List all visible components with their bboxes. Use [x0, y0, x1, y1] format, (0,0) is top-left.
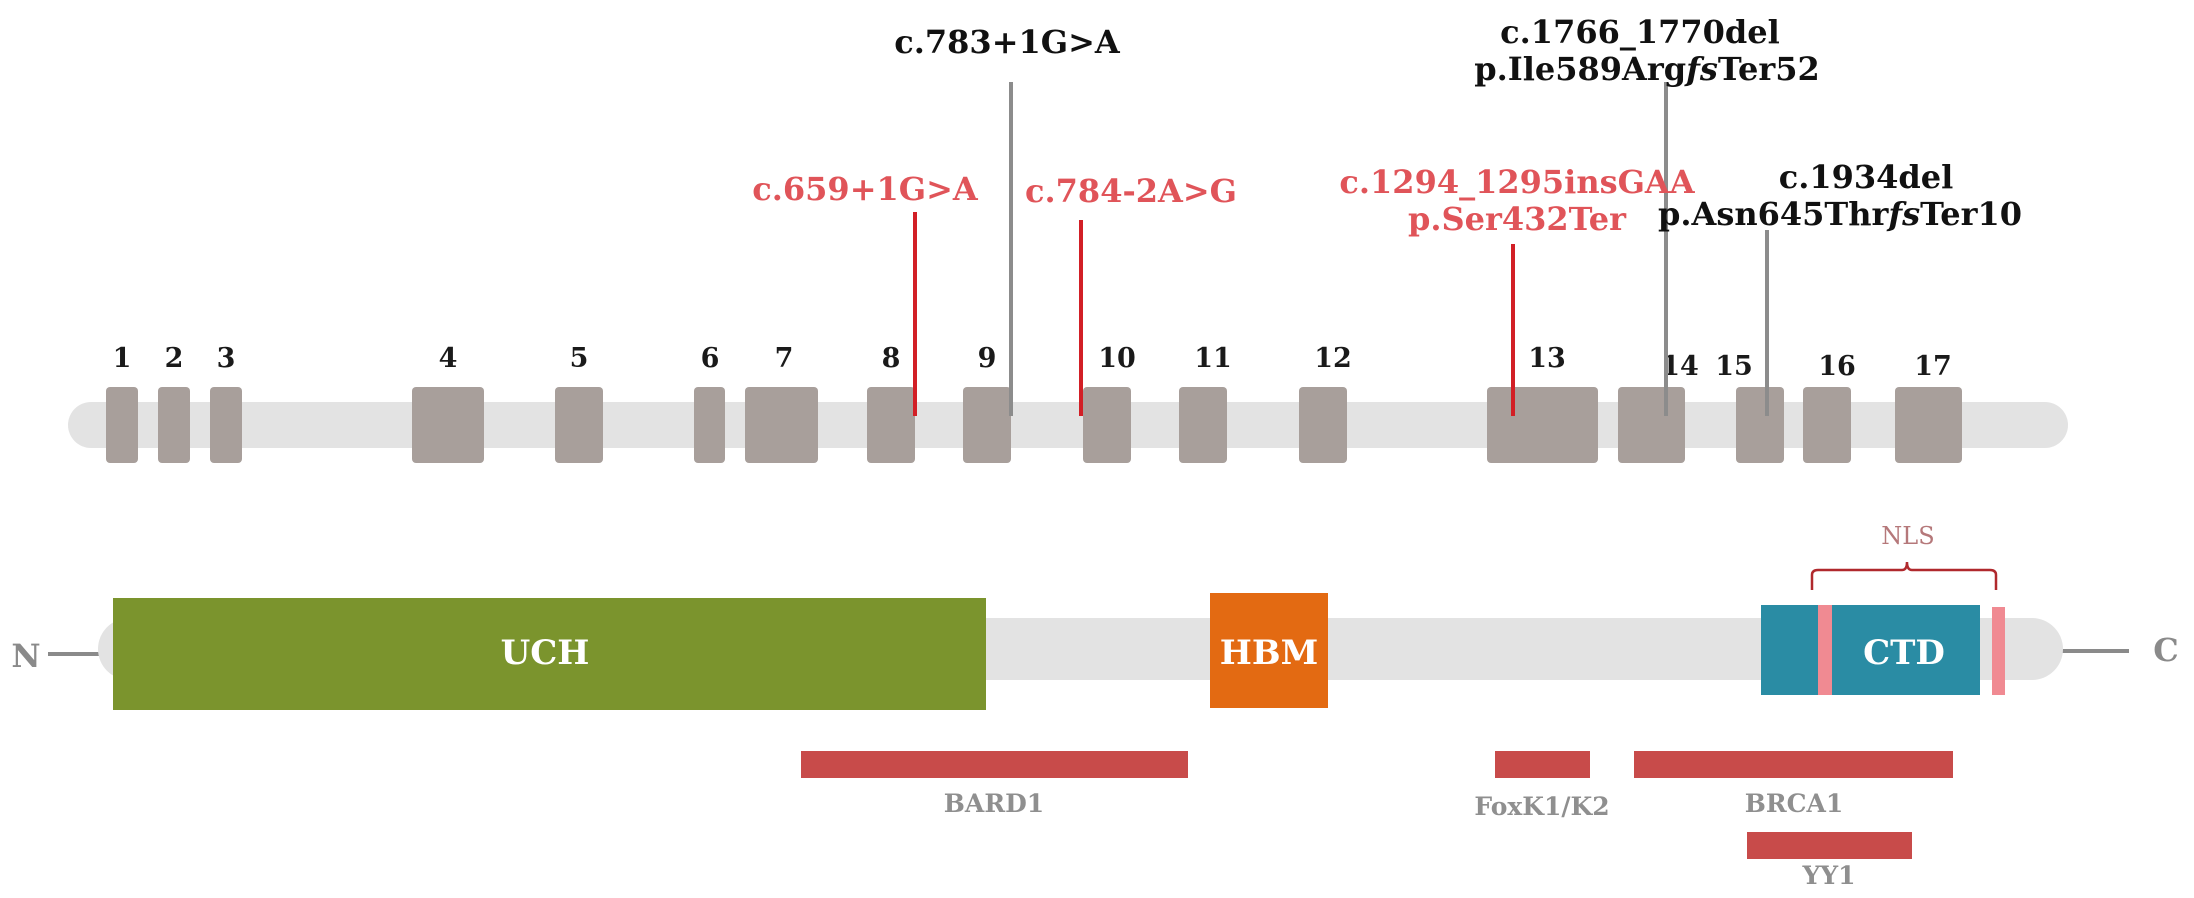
mutations: c.659+1G>A c.783+1G>A c.784-2A>G c.1294_…	[752, 13, 2022, 416]
mutation-label-c784: c.784-2A>G	[1025, 172, 1237, 210]
exon-blocks	[106, 387, 1962, 463]
exon-number-2: 2	[165, 343, 184, 374]
mutation-label-c1294-cdna: c.1294_1295insGAA	[1339, 163, 1695, 201]
exon-number-13: 13	[1528, 343, 1566, 374]
nls-mark-2	[1992, 607, 2005, 695]
mutation-c1934-protein-prefix: p.Asn645Thr	[1658, 195, 1890, 233]
exon-12	[1299, 387, 1347, 463]
exon-17	[1895, 387, 1962, 463]
foxk-region-label: FoxK1/K2	[1474, 792, 1609, 821]
exon-1	[106, 387, 138, 463]
exon-16	[1803, 387, 1851, 463]
exon-number-1: 1	[113, 343, 132, 374]
hbm-domain	[1210, 593, 1328, 708]
protein-structure: N C UCH HBM CTD NLS	[11, 522, 2179, 710]
exon-2	[158, 387, 190, 463]
uch-domain	[113, 598, 986, 710]
exon-8	[867, 387, 915, 463]
foxk-region-bar	[1495, 751, 1590, 778]
exon-number-17: 17	[1914, 351, 1952, 382]
exon-number-11: 11	[1194, 343, 1232, 374]
exon-14	[1618, 387, 1685, 463]
hbm-domain-label: HBM	[1220, 633, 1319, 673]
exon-number-6: 6	[701, 343, 720, 374]
exon-number-12: 12	[1314, 343, 1352, 374]
exon-number-7: 7	[775, 343, 794, 374]
ctd-domain	[1761, 605, 1980, 695]
mutation-label-c1294-protein: p.Ser432Ter	[1408, 200, 1627, 238]
mutation-label-c1934-protein: p.Asn645ThrfsTer10	[1658, 195, 2022, 233]
mutation-label-c1766-cdna: c.1766_1770del	[1500, 13, 1780, 51]
exon-13	[1487, 387, 1598, 463]
uch-domain-label: UCH	[501, 633, 590, 673]
exon-number-5: 5	[570, 343, 589, 374]
bard1-region-bar	[801, 751, 1188, 778]
mutation-c1766-protein-fs: fs	[1684, 50, 1718, 88]
exon-6	[694, 387, 725, 463]
yy1-region-label: YY1	[1801, 861, 1855, 890]
exon-9	[963, 387, 1011, 463]
exon-number-8: 8	[882, 343, 901, 374]
exon-number-10: 10	[1098, 343, 1136, 374]
mutation-c1766-protein-suffix: Ter52	[1718, 50, 1820, 88]
exon-number-16: 16	[1818, 351, 1856, 382]
mutation-label-c783: c.783+1G>A	[894, 23, 1121, 61]
exon-15	[1736, 387, 1784, 463]
exon-number-15: 15	[1715, 351, 1753, 382]
exon-7	[745, 387, 818, 463]
n-terminus-label: N	[11, 637, 40, 675]
brca1-region-label: BRCA1	[1745, 789, 1844, 818]
exon-4	[412, 387, 484, 463]
exon-number-4: 4	[439, 343, 458, 374]
exon-10	[1083, 387, 1131, 463]
c-terminus-label: C	[2153, 631, 2178, 669]
exon-5	[555, 387, 603, 463]
gene-structure: 1 2 3 4 5 6 7 8 9 10 11 12 13 14 15 16 1…	[68, 343, 2068, 463]
bard1-region-label: BARD1	[944, 789, 1044, 818]
binding-regions: BARD1 FoxK1/K2 BRCA1 YY1	[801, 751, 1953, 890]
exon-number-9: 9	[978, 343, 997, 374]
exon-numbers: 1 2 3 4 5 6 7 8 9 10 11 12 13 14 15 16 1…	[113, 343, 1952, 382]
mutation-c1934-protein-suffix: Ter10	[1920, 195, 2022, 233]
nls-brace	[1810, 561, 1998, 590]
mutation-label-c1934-cdna: c.1934del	[1779, 158, 1954, 196]
nls-mark-1	[1818, 605, 1832, 695]
yy1-region-bar	[1747, 832, 1912, 859]
mutation-c1766-protein-prefix: p.Ile589Arg	[1474, 50, 1686, 88]
nls-label: NLS	[1881, 522, 1934, 550]
mutation-label-c1766-protein: p.Ile589ArgfsTer52	[1474, 50, 1820, 88]
ctd-domain-label: CTD	[1863, 633, 1945, 673]
mutation-c1934-protein-fs: fs	[1886, 195, 1920, 233]
exon-3	[210, 387, 242, 463]
mutation-label-c659: c.659+1G>A	[752, 170, 979, 208]
brca1-region-bar	[1634, 751, 1953, 778]
exon-11	[1179, 387, 1227, 463]
exon-number-3: 3	[217, 343, 236, 374]
